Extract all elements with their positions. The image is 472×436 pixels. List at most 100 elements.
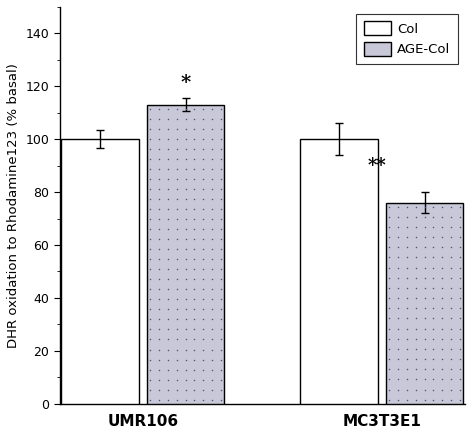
Point <box>173 316 180 323</box>
Point <box>182 376 189 383</box>
Point <box>456 325 464 332</box>
Point <box>456 366 464 373</box>
Point <box>456 284 464 291</box>
Point <box>385 234 392 241</box>
Point <box>394 284 401 291</box>
Point <box>430 254 437 261</box>
Point <box>403 213 410 220</box>
Point <box>403 223 410 230</box>
Point <box>456 335 464 342</box>
Point <box>155 145 162 152</box>
Point <box>173 176 180 183</box>
Point <box>421 396 428 403</box>
Point <box>218 286 225 293</box>
Point <box>403 284 410 291</box>
Point <box>182 346 189 353</box>
Point <box>430 315 437 322</box>
Point <box>146 246 153 253</box>
Point <box>209 326 216 333</box>
Point <box>164 196 171 203</box>
Point <box>403 264 410 271</box>
Point <box>447 295 455 302</box>
Point <box>218 216 225 223</box>
Point <box>430 264 437 271</box>
Point <box>209 115 216 122</box>
Point <box>209 266 216 273</box>
Point <box>164 376 171 383</box>
Point <box>200 386 207 393</box>
Point <box>456 355 464 362</box>
Point <box>456 213 464 220</box>
Point <box>385 315 392 322</box>
Point <box>146 256 153 263</box>
Point <box>200 306 207 313</box>
Point <box>403 355 410 362</box>
Point <box>385 223 392 230</box>
Point <box>200 286 207 293</box>
Point <box>438 295 446 302</box>
Point <box>182 276 189 283</box>
Point <box>191 125 198 132</box>
Point <box>394 355 401 362</box>
Point <box>218 256 225 263</box>
Point <box>403 325 410 332</box>
Point <box>164 135 171 142</box>
Point <box>173 256 180 263</box>
Point <box>146 135 153 142</box>
Point <box>146 155 153 162</box>
Point <box>421 386 428 393</box>
Point <box>218 166 225 173</box>
Point <box>385 396 392 403</box>
Point <box>182 206 189 213</box>
Point <box>164 155 171 162</box>
Point <box>218 266 225 273</box>
Point <box>438 325 446 332</box>
Point <box>146 266 153 273</box>
Point <box>146 186 153 193</box>
Point <box>209 276 216 283</box>
Point <box>164 336 171 343</box>
Point <box>146 286 153 293</box>
Point <box>146 316 153 323</box>
Point <box>218 196 225 203</box>
Point <box>155 155 162 162</box>
Point <box>164 206 171 213</box>
Point <box>430 325 437 332</box>
Point <box>421 366 428 373</box>
Point <box>209 336 216 343</box>
Point <box>146 276 153 283</box>
Point <box>438 376 446 383</box>
Point <box>155 226 162 233</box>
Point <box>164 316 171 323</box>
Point <box>412 335 419 342</box>
Point <box>456 254 464 261</box>
Point <box>182 386 189 393</box>
Point <box>218 176 225 183</box>
Point <box>403 396 410 403</box>
Point <box>191 176 198 183</box>
Point <box>430 223 437 230</box>
Point <box>447 345 455 352</box>
Point <box>146 296 153 303</box>
Point <box>173 105 180 112</box>
Point <box>182 155 189 162</box>
Point <box>412 284 419 291</box>
Point <box>456 386 464 393</box>
Point <box>209 236 216 243</box>
Point <box>447 396 455 403</box>
Point <box>155 246 162 253</box>
Point <box>209 196 216 203</box>
Point <box>182 135 189 142</box>
Point <box>456 376 464 383</box>
Point <box>173 286 180 293</box>
Point <box>146 396 153 403</box>
Point <box>146 236 153 243</box>
Point <box>394 315 401 322</box>
Point <box>447 244 455 251</box>
Point <box>164 145 171 152</box>
Point <box>164 266 171 273</box>
Bar <box>147 105 225 404</box>
Point <box>164 346 171 353</box>
Point <box>456 264 464 271</box>
Point <box>191 276 198 283</box>
